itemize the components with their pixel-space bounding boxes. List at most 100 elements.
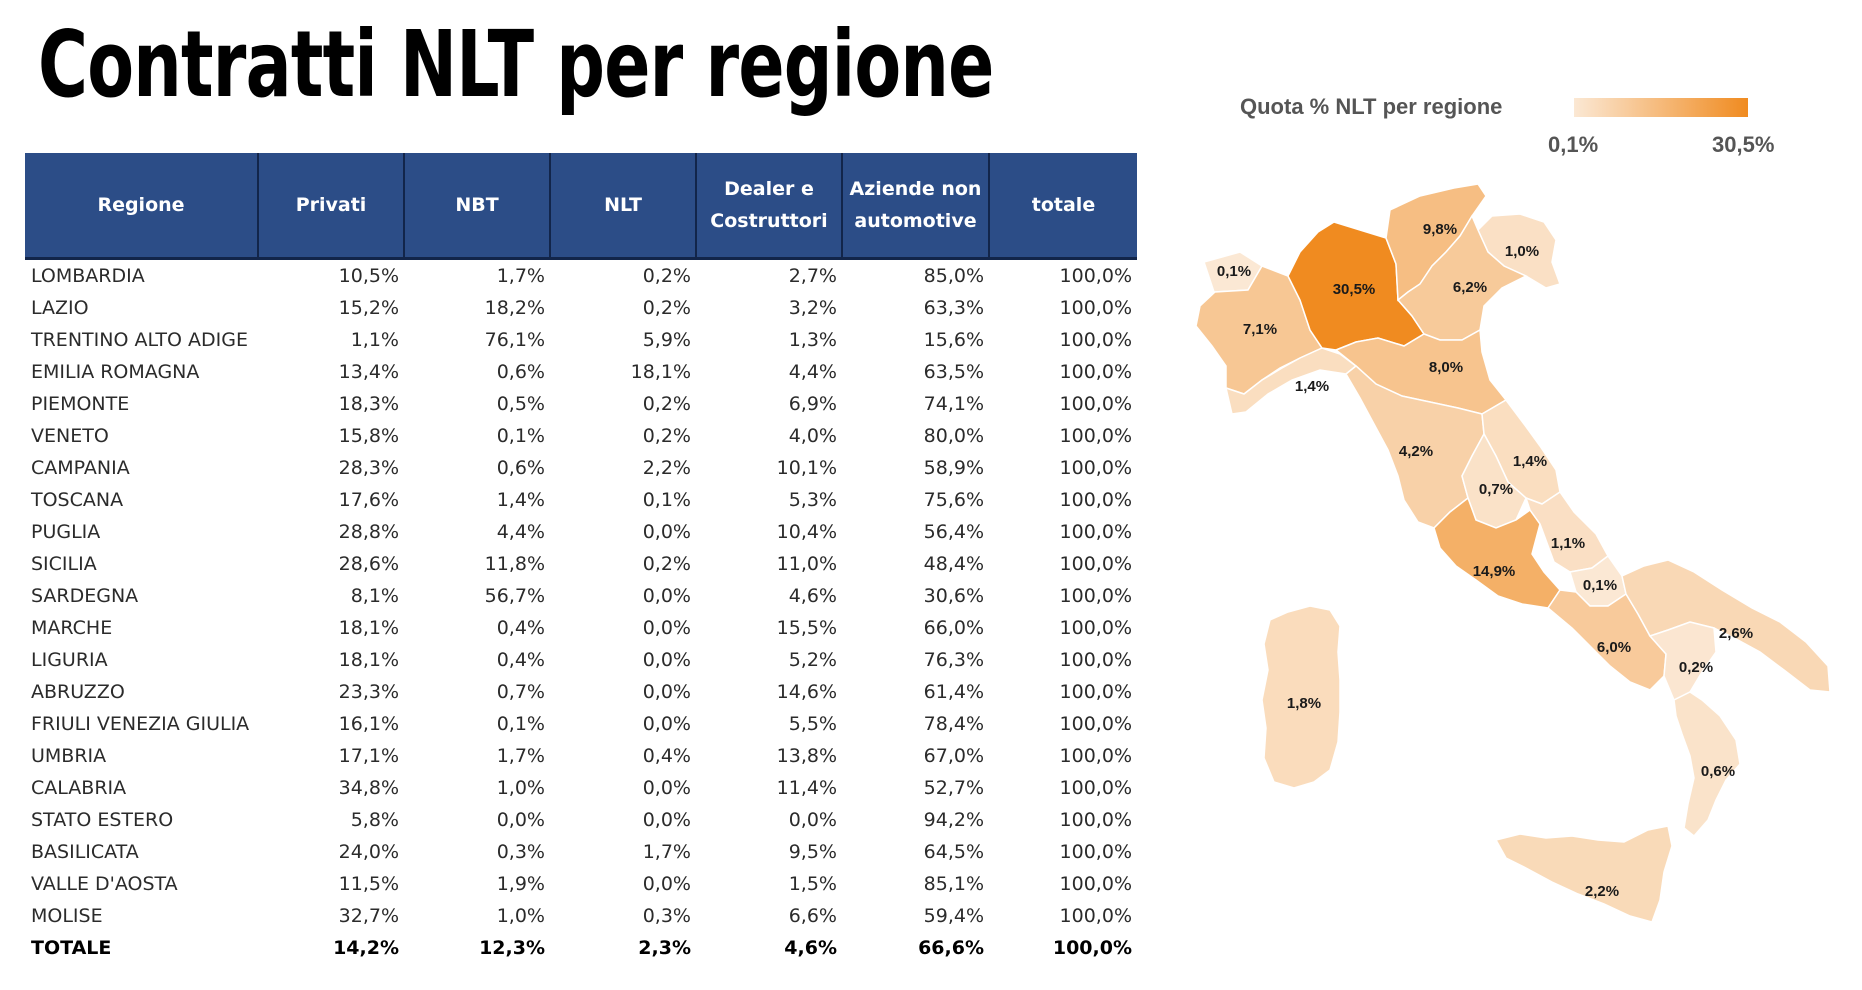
table-row: STATO ESTERO 5,8% 0,0% 0,0% 0,0% 94,2% 100,0% bbox=[25, 804, 1137, 836]
cell-value: 63,5% bbox=[923, 361, 984, 383]
cell-value: 100,0% bbox=[1059, 905, 1132, 927]
table-row: SICILIA 28,6% 11,8% 0,2% 11,0% 48,4% 100,0% bbox=[25, 548, 1137, 580]
cell-regione: CAMPANIA bbox=[31, 457, 130, 479]
cell-value: 100,0% bbox=[1059, 777, 1132, 799]
table-row: VALLE D'AOSTA 11,5% 1,9% 0,0% 1,5% 85,1% 100,0… bbox=[25, 868, 1137, 900]
cell-value: 4,6% bbox=[784, 937, 837, 959]
region-sicilia bbox=[1494, 825, 1673, 923]
table-row: PUGLIA 28,8% 4,4% 0,0% 10,4% 56,4% 100,0% bbox=[25, 516, 1137, 548]
table-row: VENETO 15,8% 0,1% 0,2% 4,0% 80,0% 100,0% bbox=[25, 420, 1137, 452]
legend-color-scale bbox=[1574, 98, 1748, 117]
cell-value: 23,3% bbox=[338, 681, 399, 703]
cell-value: 100,0% bbox=[1059, 393, 1132, 415]
cell-value: 59,4% bbox=[923, 905, 984, 927]
cell-value: 1,9% bbox=[496, 873, 545, 895]
col-header-totale: totale bbox=[988, 153, 1137, 260]
col-header-dealer: Dealer e Costruttori bbox=[695, 153, 842, 260]
cell-value: 28,8% bbox=[338, 521, 399, 543]
legend-min-label: 0,1% bbox=[1548, 132, 1599, 157]
cell-value: 64,5% bbox=[923, 841, 984, 863]
cell-value: 58,9% bbox=[923, 457, 984, 479]
cell-regione: TOSCANA bbox=[31, 489, 124, 511]
cell-value: 0,1% bbox=[496, 425, 545, 447]
cell-value: 1,5% bbox=[788, 873, 837, 895]
cell-regione: PIEMONTE bbox=[31, 393, 130, 415]
region-label-puglia: 2,6% bbox=[1719, 625, 1753, 642]
cell-value: 11,8% bbox=[484, 553, 545, 575]
cell-regione: BASILICATA bbox=[31, 841, 139, 863]
cell-value: 0,0% bbox=[642, 649, 691, 671]
cell-value: 32,7% bbox=[338, 905, 399, 927]
table-row: SARDEGNA 8,1% 56,7% 0,0% 4,6% 30,6% 100,0% bbox=[25, 580, 1137, 612]
col-header-privati: Privati bbox=[257, 153, 404, 260]
cell-value: 6,9% bbox=[788, 393, 837, 415]
table-body: LOMBARDIA 10,5% 1,7% 0,2% 2,7% 85,0% 100,0% LAZ… bbox=[25, 259, 1137, 965]
cell-value: 56,7% bbox=[484, 585, 545, 607]
cell-value: 1,7% bbox=[496, 745, 545, 767]
cell-value: 100,0% bbox=[1059, 265, 1132, 287]
cell-regione: CALABRIA bbox=[31, 777, 127, 799]
region-sardegna bbox=[1261, 605, 1341, 789]
cell-value: 0,4% bbox=[496, 617, 545, 639]
cell-value: 13,4% bbox=[338, 361, 399, 383]
table-row: PIEMONTE 18,3% 0,5% 0,2% 6,9% 74,1% 100,0% bbox=[25, 388, 1137, 420]
cell-value: 100,0% bbox=[1059, 361, 1132, 383]
cell-value: 100,0% bbox=[1059, 521, 1132, 543]
cell-value: 14,6% bbox=[776, 681, 837, 703]
cell-value: 18,1% bbox=[630, 361, 691, 383]
cell-regione: LAZIO bbox=[31, 297, 89, 319]
cell-value: 76,3% bbox=[923, 649, 984, 671]
table-row: EMILIA ROMAGNA 13,4% 0,6% 18,1% 4,4% 63,5% 100… bbox=[25, 356, 1137, 388]
cell-regione: LIGURIA bbox=[31, 649, 108, 671]
cell-value: 74,1% bbox=[923, 393, 984, 415]
region-calabria bbox=[1673, 691, 1741, 838]
cell-regione: FRIULI VENEZIA GIULIA bbox=[31, 713, 250, 735]
cell-value: 0,4% bbox=[642, 745, 691, 767]
cell-value: 100,0% bbox=[1059, 841, 1132, 863]
cell-value: 10,4% bbox=[776, 521, 837, 543]
cell-regione: TRENTINO ALTO ADIGE bbox=[31, 329, 248, 351]
cell-value: 0,0% bbox=[642, 873, 691, 895]
cell-value: 66,0% bbox=[923, 617, 984, 639]
cell-value: 5,5% bbox=[788, 713, 837, 735]
region-lazio bbox=[1433, 496, 1561, 609]
cell-value: 0,0% bbox=[642, 777, 691, 799]
cell-value: 48,4% bbox=[923, 553, 984, 575]
cell-value: 10,5% bbox=[338, 265, 399, 287]
cell-value: 4,0% bbox=[788, 425, 837, 447]
region-label-valle-daosta: 0,1% bbox=[1217, 263, 1251, 280]
cell-value: 15,6% bbox=[923, 329, 984, 351]
cell-value: 28,6% bbox=[338, 553, 399, 575]
cell-value: 100,0% bbox=[1059, 425, 1132, 447]
cell-value: 13,8% bbox=[776, 745, 837, 767]
cell-value: 85,1% bbox=[923, 873, 984, 895]
cell-value: 9,5% bbox=[788, 841, 837, 863]
cell-value: 0,0% bbox=[642, 809, 691, 831]
region-label-veneto: 6,2% bbox=[1453, 279, 1487, 296]
cell-value: 100,0% bbox=[1052, 937, 1132, 959]
col-header-nbt: NBT bbox=[403, 153, 550, 260]
cell-value: 100,0% bbox=[1059, 329, 1132, 351]
regions-table: Regione Privati NBT NLT Dealer e Costrut… bbox=[25, 153, 1137, 964]
cell-value: 0,0% bbox=[642, 681, 691, 703]
table-row: TOSCANA 17,6% 1,4% 0,1% 5,3% 75,6% 100,0% bbox=[25, 484, 1137, 516]
region-label-marche: 1,4% bbox=[1513, 453, 1547, 470]
cell-value: 0,0% bbox=[642, 585, 691, 607]
cell-value: 1,7% bbox=[496, 265, 545, 287]
cell-value: 2,2% bbox=[642, 457, 691, 479]
region-label-calabria: 0,6% bbox=[1701, 763, 1735, 780]
table-header-row: Regione Privati NBT NLT Dealer e Costrut… bbox=[25, 153, 1137, 260]
cell-value: 17,1% bbox=[338, 745, 399, 767]
cell-value: 94,2% bbox=[923, 809, 984, 831]
table-row: FRIULI VENEZIA GIULIA 16,1% 0,1% 0,0% 5,5% 78… bbox=[25, 708, 1137, 740]
cell-value: 1,1% bbox=[350, 329, 399, 351]
page-title: Contratti NLT per regione bbox=[38, 11, 994, 118]
cell-value: 67,0% bbox=[923, 745, 984, 767]
region-label-umbria: 0,7% bbox=[1479, 481, 1513, 498]
cell-value: 56,4% bbox=[923, 521, 984, 543]
cell-value: 0,7% bbox=[496, 681, 545, 703]
table-row: CALABRIA 34,8% 1,0% 0,0% 11,4% 52,7% 100,0% bbox=[25, 772, 1137, 804]
table-row: TRENTINO ALTO ADIGE 1,1% 76,1% 5,9% 1,3% 15,6… bbox=[25, 324, 1137, 356]
cell-value: 100,0% bbox=[1059, 745, 1132, 767]
cell-value: 100,0% bbox=[1059, 457, 1132, 479]
